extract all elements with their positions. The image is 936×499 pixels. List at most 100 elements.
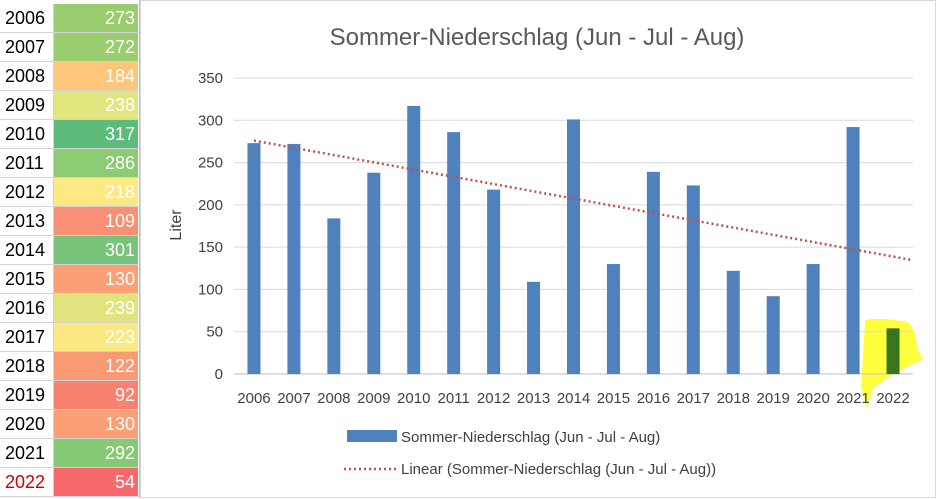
bar (646, 171, 660, 374)
x-tick-label: 2021 (836, 390, 869, 407)
spreadsheet-table: 2006 273 2007 272 2008 184 2009 238 2010 317 2011 2… (0, 0, 140, 498)
year-cell[interactable]: 2019 (0, 381, 54, 409)
bar (606, 264, 620, 374)
table-row[interactable]: 2013 109 (0, 207, 140, 236)
x-tick-label: 2018 (717, 390, 750, 407)
x-tick-label: 2015 (597, 390, 630, 407)
grid-layer (234, 77, 913, 375)
value-cell[interactable]: 184 (54, 62, 138, 90)
bar (766, 296, 780, 374)
x-tick-label: 2008 (317, 390, 350, 407)
year-cell[interactable]: 2017 (0, 323, 54, 351)
value-cell[interactable]: 272 (54, 33, 138, 61)
year-cell[interactable]: 2020 (0, 410, 54, 438)
value-cell[interactable]: 292 (54, 439, 138, 467)
value-cell[interactable]: 301 (54, 236, 138, 264)
value-cell[interactable]: 130 (54, 265, 138, 293)
legend-bar-swatch (347, 430, 397, 442)
year-cell[interactable]: 2009 (0, 91, 54, 119)
legend-bar-label: Sommer-Niederschlag (Jun - Jul - Aug) (401, 429, 660, 446)
table-row[interactable]: 2007 272 (0, 33, 140, 62)
bar-layer (247, 105, 900, 375)
table-row[interactable]: 2008 184 (0, 62, 140, 91)
tick-layer: 0 50 100 150 200 250 300 350 2006 2007 2008 2009 201… (198, 70, 910, 407)
value-cell[interactable]: 273 (54, 4, 138, 32)
y-axis-label: Liter (168, 209, 185, 241)
column-divider (139, 0, 140, 498)
x-tick-label: 2016 (637, 390, 670, 407)
x-tick-label: 2012 (477, 390, 510, 407)
year-cell[interactable]: 2016 (0, 294, 54, 322)
year-cell[interactable]: 2013 (0, 207, 54, 235)
year-cell[interactable]: 2022 (0, 468, 54, 496)
table-row[interactable]: 2016 239 (0, 294, 140, 323)
year-cell[interactable]: 2012 (0, 178, 54, 206)
y-tick-label: 300 (198, 112, 223, 129)
bar (247, 143, 261, 374)
table-row[interactable]: 2009 238 (0, 91, 140, 120)
year-cell[interactable]: 2011 (0, 149, 54, 177)
bar (487, 189, 501, 374)
table-row[interactable]: 2020 130 (0, 410, 140, 439)
table-row[interactable]: 2022 54 (0, 468, 140, 497)
bar (527, 281, 541, 374)
bar (407, 105, 421, 374)
value-cell[interactable]: 122 (54, 352, 138, 380)
table-row[interactable]: 2006 273 (0, 4, 140, 33)
table-row[interactable]: 2021 292 (0, 439, 140, 468)
table-row[interactable]: 2017 223 (0, 323, 140, 352)
year-cell[interactable]: 2008 (0, 62, 54, 90)
bar (846, 127, 860, 375)
x-tick-label: 2010 (397, 390, 430, 407)
chart-area[interactable]: 0 50 100 150 200 250 300 350 2006 2007 2008 2009 201… (140, 0, 936, 498)
bar (726, 270, 740, 374)
bar (287, 143, 301, 374)
bar (367, 172, 381, 374)
x-tick-label: 2014 (557, 390, 590, 407)
year-cell[interactable]: 2015 (0, 265, 54, 293)
bar (686, 185, 700, 374)
year-cell[interactable]: 2006 (0, 4, 54, 32)
table-row[interactable]: 2019 92 (0, 381, 140, 410)
y-tick-label: 250 (198, 155, 223, 172)
x-tick-label: 2006 (237, 390, 270, 407)
value-cell[interactable]: 130 (54, 410, 138, 438)
y-tick-label: 100 (198, 281, 223, 298)
table-row[interactable]: 2010 317 (0, 120, 140, 149)
year-cell[interactable]: 2021 (0, 439, 54, 467)
value-cell[interactable]: 223 (54, 323, 138, 351)
table-row[interactable]: 2012 218 (0, 178, 140, 207)
table-row[interactable]: 2018 122 (0, 352, 140, 381)
y-tick-label: 200 (198, 197, 223, 214)
year-cell[interactable]: 2014 (0, 236, 54, 264)
table-row[interactable]: 2015 130 (0, 265, 140, 294)
bar (447, 132, 461, 374)
bar (567, 119, 580, 374)
value-cell[interactable]: 54 (54, 468, 138, 496)
trend-layer (253, 139, 912, 262)
year-cell[interactable]: 2007 (0, 33, 54, 61)
value-cell[interactable]: 218 (54, 178, 138, 206)
value-cell[interactable]: 286 (54, 149, 138, 177)
value-cell[interactable]: 239 (54, 294, 138, 322)
y-tick-label: 150 (198, 239, 223, 256)
legend-trend-label: Linear (Sommer-Niederschlag (Jun - Jul -… (401, 461, 716, 478)
value-cell[interactable]: 92 (54, 381, 138, 409)
x-tick-label: 2013 (517, 390, 550, 407)
trendline (253, 139, 912, 262)
value-cell[interactable]: 238 (54, 91, 138, 119)
year-cell[interactable]: 2018 (0, 352, 54, 380)
x-tick-label: 2017 (677, 390, 710, 407)
x-tick-label: 2009 (357, 390, 390, 407)
table-row[interactable]: 2014 301 (0, 236, 140, 265)
value-cell[interactable]: 317 (54, 120, 138, 148)
y-tick-label: 0 (215, 366, 223, 383)
table-row[interactable]: 2011 286 (0, 149, 140, 178)
y-tick-label: 50 (206, 324, 223, 341)
legend: Sommer-Niederschlag (Jun - Jul - Aug) Li… (344, 429, 716, 478)
value-cell[interactable]: 109 (54, 207, 138, 235)
x-tick-label: 2020 (796, 390, 829, 407)
x-tick-label: 2007 (277, 390, 310, 407)
chart-title: Sommer-Niederschlag (Jun - Jul - Aug) (330, 24, 745, 51)
year-cell[interactable]: 2010 (0, 120, 54, 148)
